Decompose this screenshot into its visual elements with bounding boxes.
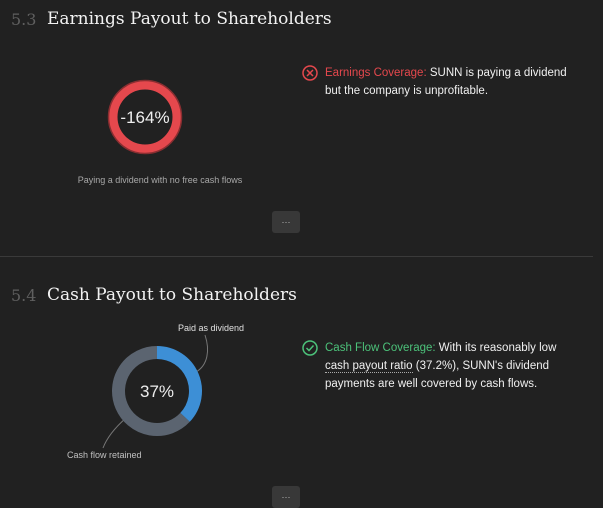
status-body: SUNN is paying a dividend but the compan… bbox=[325, 67, 567, 97]
donut-border bbox=[107, 79, 183, 155]
status-label: Cash Flow Coverage: bbox=[325, 342, 436, 354]
leader-line bbox=[195, 334, 209, 373]
check-icon bbox=[302, 340, 318, 356]
donut-label: 37% bbox=[140, 382, 174, 401]
leader-line bbox=[102, 417, 127, 449]
slice-label: Cash flow retained bbox=[67, 450, 142, 460]
status-label: Earnings Coverage: bbox=[325, 67, 427, 79]
divider bbox=[0, 256, 593, 257]
more-button[interactable]: ··· bbox=[272, 211, 300, 233]
status-text: Earnings Coverage: SUNN is paying a divi… bbox=[325, 64, 570, 100]
status-body: (37.2%), SUNN's dividend payments are we… bbox=[325, 360, 550, 390]
slice-label: Paid as dividend bbox=[178, 323, 244, 333]
section-number: 5.3 bbox=[11, 10, 37, 29]
donut-label: -164% bbox=[120, 108, 169, 127]
ratio-link[interactable]: cash payout ratio bbox=[325, 360, 413, 373]
donut-caption: Paying a dividend with no free cash flow… bbox=[77, 175, 243, 185]
section-number: 5.4 bbox=[11, 286, 37, 305]
error-icon bbox=[302, 65, 318, 81]
section-title: Earnings Payout to Shareholders bbox=[47, 9, 332, 29]
section-title: Cash Payout to Shareholders bbox=[47, 285, 297, 305]
retained-arc bbox=[112, 346, 190, 436]
paid-arc bbox=[156, 346, 202, 422]
donut-ring bbox=[108, 80, 182, 154]
status-body: With its reasonably low bbox=[438, 342, 557, 354]
status-text: Cash Flow Coverage: With its reasonably … bbox=[325, 339, 570, 393]
